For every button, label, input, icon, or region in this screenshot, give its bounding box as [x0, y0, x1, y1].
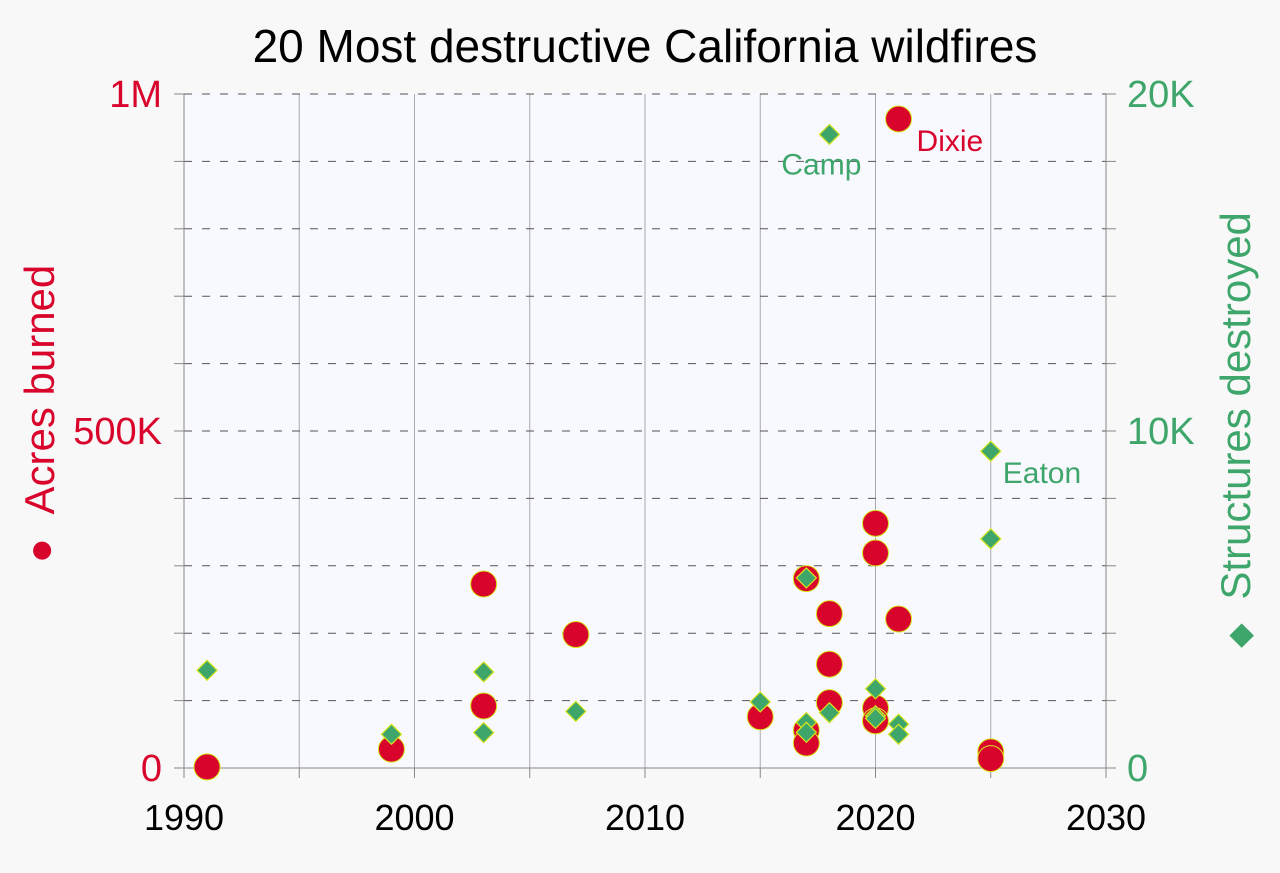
structures-point: [979, 440, 1002, 463]
structures-point: [864, 707, 887, 730]
acres-point: [562, 621, 590, 649]
left-axis-label-text: Acres burned: [16, 265, 63, 515]
x-tick-label: 2030: [1066, 797, 1146, 838]
structures-point: [565, 700, 587, 723]
acres-point: [862, 509, 889, 537]
left-axis-label: ● Acres burned: [16, 265, 63, 564]
x-tick-label: 2010: [605, 797, 685, 838]
acres-point: [862, 539, 889, 567]
structures-point: [472, 721, 495, 744]
structures-point: [818, 701, 841, 724]
acres-point: [470, 570, 498, 598]
point-annotation: Eaton: [1003, 457, 1081, 490]
chart-title: 20 Most destructive California wildfires: [253, 20, 1038, 72]
x-tick-label: 2020: [835, 797, 915, 838]
circle-marker-glyph: ●: [16, 538, 63, 563]
structures-point: [818, 123, 841, 146]
point-annotation: Dixie: [917, 125, 984, 158]
structures-point: [749, 691, 772, 713]
right-axis-label-text: Structures destroyed: [1212, 212, 1259, 600]
x-tick-label: 1990: [144, 797, 224, 838]
right-tick-label: 20K: [1127, 74, 1195, 116]
grid: [183, 93, 1107, 769]
acres-point: [470, 692, 498, 720]
structures-point: [472, 661, 495, 683]
structures-point: [864, 677, 887, 700]
right-tick-label: 0: [1127, 748, 1148, 790]
structures-point: [196, 659, 218, 682]
left-tick-label: 500K: [73, 411, 162, 453]
acres-point: [885, 105, 913, 133]
structures-series: [196, 123, 1002, 746]
point-annotation: Camp: [781, 148, 861, 181]
acres-point: [815, 600, 843, 628]
acres-point: [885, 605, 913, 633]
acres-point: [977, 745, 1005, 773]
left-tick-label: 0: [141, 748, 162, 790]
right-tick-label: 10K: [1127, 411, 1195, 453]
annotations: Dixie Camp Eaton: [781, 125, 1081, 490]
acres-point: [193, 753, 221, 781]
diamond-marker-glyph: ◆: [1221, 623, 1257, 648]
structures-point: [795, 721, 818, 744]
structures-point: [979, 527, 1002, 550]
structures-point: [795, 567, 818, 589]
structures-point: [380, 723, 403, 746]
right-axis-label: ◆ Structures destroyed: [1212, 212, 1259, 648]
acres-series: [193, 105, 1005, 781]
ticks: 1990 2000 2010 2020 2030 0 500K 1M 0 10K 20K: [73, 74, 1194, 838]
x-tick-label: 2000: [374, 797, 454, 838]
acres-point: [815, 650, 843, 678]
left-tick-label: 1M: [109, 74, 162, 116]
structures-point: [887, 723, 910, 746]
